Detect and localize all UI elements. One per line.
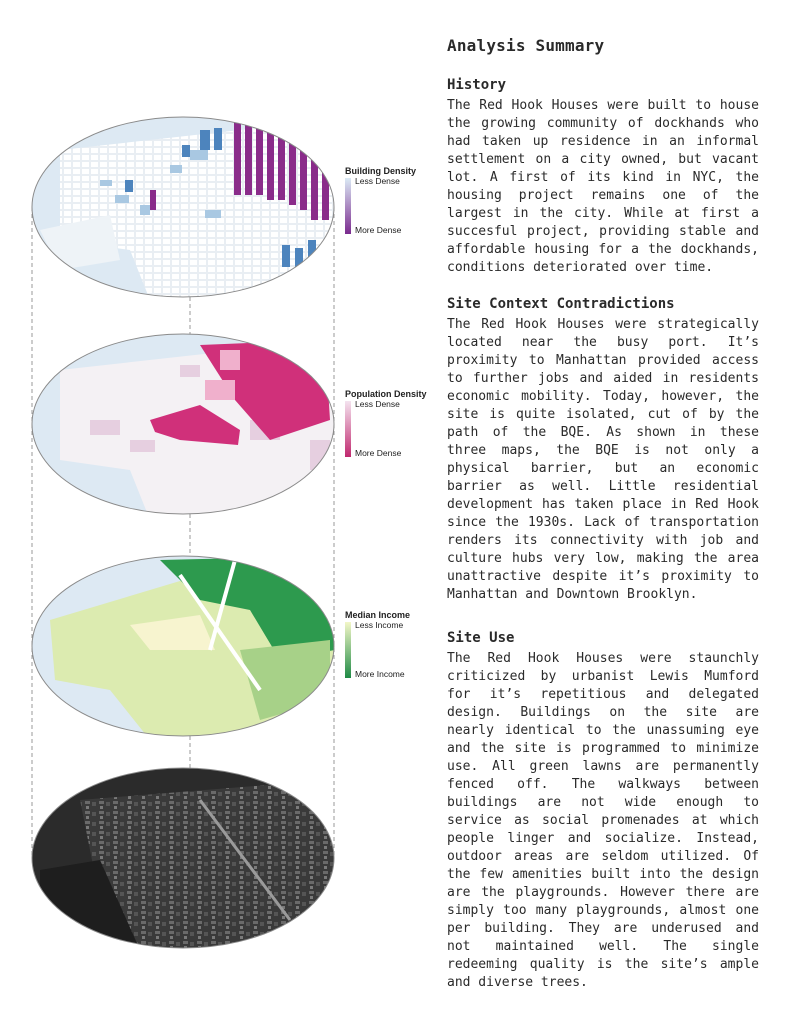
context-body: The Red Hook Houses were strategically l… bbox=[447, 317, 759, 602]
legend-high-label: More Dense bbox=[355, 225, 402, 235]
legend-title: Median Income bbox=[345, 610, 411, 620]
population-density-legend: Population Density Less Dense More Dense bbox=[345, 389, 445, 458]
legend-low-label: Less Dense bbox=[355, 399, 400, 409]
context-heading: Site Context Contradictions bbox=[447, 296, 675, 312]
legend-low-label: Less Income bbox=[355, 620, 404, 630]
legend-high-label: More Dense bbox=[355, 448, 402, 458]
legend-title: Population Density bbox=[345, 389, 427, 399]
history-heading: History bbox=[447, 77, 507, 93]
legend-title: Building Density bbox=[345, 166, 417, 176]
building-density-legend: Building Density Less Dense More Dense bbox=[345, 166, 445, 235]
site-use-heading: Site Use bbox=[447, 630, 515, 646]
stacked-map-layers bbox=[31, 116, 335, 949]
median-income-legend: Median Income Less Income More Income bbox=[345, 610, 445, 679]
satellite-map bbox=[32, 768, 334, 948]
layer-connector-lines bbox=[31, 207, 335, 858]
legend-low-label: Less Dense bbox=[355, 176, 400, 186]
history-body: The Red Hook Houses were built to house … bbox=[447, 98, 759, 275]
legend-gradient-bar bbox=[345, 178, 351, 234]
legend-high-label: More Income bbox=[355, 669, 405, 679]
analysis-summary: Analysis Summary History The Red Hook Ho… bbox=[447, 36, 759, 992]
page-title: Analysis Summary bbox=[447, 36, 605, 55]
legend-gradient-bar bbox=[345, 401, 351, 457]
legend-gradient-bar bbox=[345, 622, 351, 678]
population-density-map bbox=[32, 334, 334, 514]
building-density-map bbox=[32, 117, 334, 297]
median-income-map bbox=[32, 556, 334, 736]
site-use-body: The Red Hook Houses were staunchly criti… bbox=[447, 651, 759, 990]
